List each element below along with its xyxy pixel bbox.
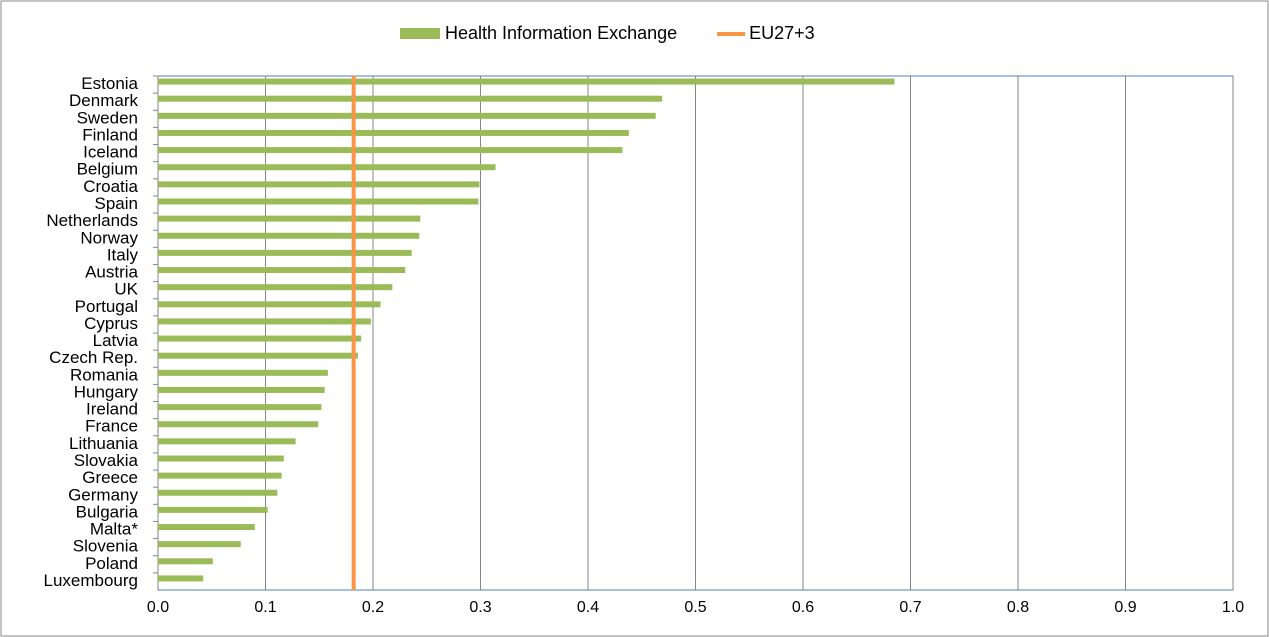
y-tick-label: Malta* <box>90 520 139 539</box>
bar <box>158 198 479 205</box>
y-tick-label: Bulgaria <box>76 502 139 521</box>
y-tick-label: Lithuania <box>69 434 139 453</box>
x-tick-label: 0.4 <box>577 599 599 616</box>
bar <box>158 438 296 445</box>
bar <box>158 489 278 496</box>
y-tick-label: Belgium <box>77 160 138 179</box>
x-tick-label: 0.7 <box>899 599 921 616</box>
x-tick-label: 0.3 <box>469 599 491 616</box>
bar <box>158 78 895 85</box>
bar <box>158 541 241 548</box>
bar <box>158 215 421 222</box>
x-tick-label: 0.9 <box>1114 599 1136 616</box>
x-tick-label: 0.0 <box>147 599 169 616</box>
y-tick-label: Estonia <box>81 74 138 93</box>
y-tick-label: Finland <box>82 125 138 144</box>
y-tick-label: Cyprus <box>84 314 138 333</box>
x-tick-label: 0.8 <box>1007 599 1029 616</box>
x-tick-label: 0.6 <box>792 599 814 616</box>
y-tick-label: Germany <box>68 485 138 504</box>
y-tick-label: Czech Rep. <box>49 348 138 367</box>
bar <box>158 284 393 291</box>
bar <box>158 524 255 531</box>
y-tick-label: Austria <box>85 263 138 282</box>
y-tick-label: Hungary <box>74 382 139 401</box>
bar <box>158 181 480 188</box>
y-tick-label: Slovenia <box>73 537 139 556</box>
bar <box>158 232 420 239</box>
bar <box>158 558 213 565</box>
bar <box>158 147 623 154</box>
bar <box>158 335 362 342</box>
y-tick-label: UK <box>114 280 138 299</box>
x-tick-label: 0.5 <box>684 599 706 616</box>
y-tick-label: Luxembourg <box>43 571 138 590</box>
legend-label: Health Information Exchange <box>445 23 677 43</box>
bar <box>158 455 284 462</box>
bar <box>158 421 319 428</box>
legend-label: EU27+3 <box>749 23 815 43</box>
y-tick-label: Latvia <box>93 331 139 350</box>
x-tick-label: 0.2 <box>362 599 384 616</box>
bar <box>158 112 656 119</box>
y-tick-label: Sweden <box>77 108 138 127</box>
y-tick-label: Norway <box>80 228 138 247</box>
y-tick-label: Italy <box>107 245 139 264</box>
bar <box>158 369 328 376</box>
bar <box>158 267 406 274</box>
y-tick-label: Denmark <box>69 91 138 110</box>
bar <box>158 575 204 582</box>
bar <box>158 472 282 479</box>
y-tick-label: Romania <box>70 365 139 384</box>
y-tick-label: Iceland <box>83 143 138 162</box>
bar <box>158 95 663 102</box>
bar <box>158 164 496 171</box>
x-tick-label: 0.1 <box>254 599 276 616</box>
y-tick-label: Greece <box>82 468 138 487</box>
bar <box>158 404 322 411</box>
y-tick-label: Croatia <box>83 177 138 196</box>
y-tick-label: Ireland <box>86 400 138 419</box>
bar <box>158 352 358 359</box>
legend-swatch <box>400 28 440 39</box>
y-tick-label: Netherlands <box>46 211 138 230</box>
bar <box>158 318 371 325</box>
y-tick-label: France <box>85 417 138 436</box>
bar <box>158 249 412 256</box>
y-tick-label: Slovakia <box>74 451 139 470</box>
y-tick-label: Poland <box>85 554 138 573</box>
bar <box>158 506 268 513</box>
bar <box>158 129 629 136</box>
y-tick-label: Spain <box>95 194 138 213</box>
x-tick-label: 1.0 <box>1222 599 1244 616</box>
y-tick-label: Portugal <box>75 297 138 316</box>
bar <box>158 386 325 393</box>
bar <box>158 301 381 308</box>
